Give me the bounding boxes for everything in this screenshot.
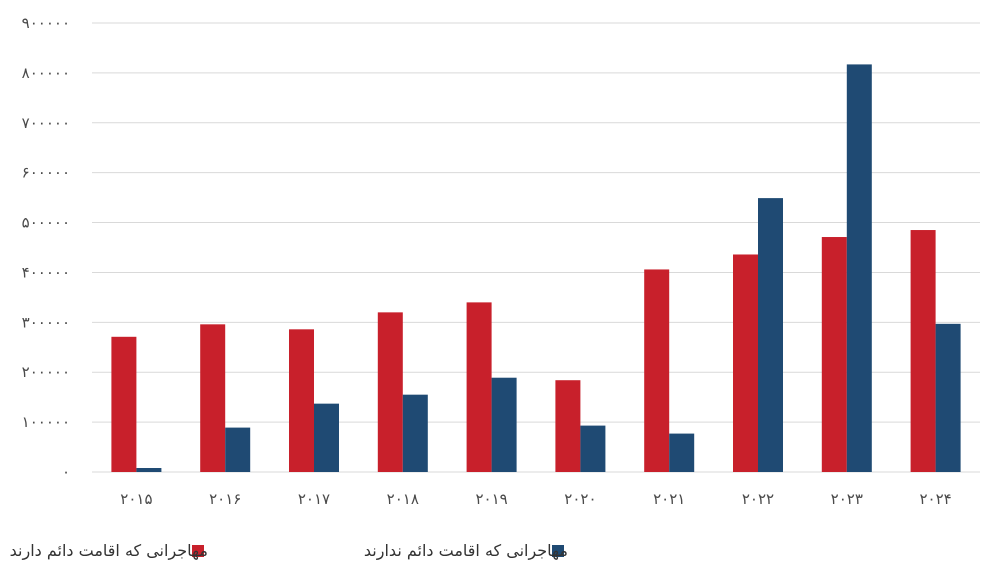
bar-series-1 (289, 329, 314, 472)
x-tick-label: ۲۰۲۲ (742, 490, 774, 508)
bar-series-1 (200, 324, 226, 472)
bar-series-2 (935, 323, 961, 472)
bar-series-2 (669, 433, 695, 472)
y-tick-label: ۴۰۰۰۰۰ (22, 263, 70, 281)
legend-label-series-1: مهاجرانی که اقامت دائم دارند (10, 541, 208, 561)
x-tick-label: ۲۰۲۴ (919, 490, 951, 508)
bar-series-2 (402, 394, 428, 472)
bar-series-2 (758, 198, 783, 473)
bar-series-1 (821, 237, 847, 472)
y-tick-label: ۱۰۰۰۰۰ (22, 413, 70, 431)
x-tick-label: ۲۰۱۸ (387, 490, 419, 508)
x-tick-label: ۲۰۱۹ (475, 490, 507, 508)
bar-series-1 (111, 336, 137, 472)
y-tick-label: ۰ (62, 463, 70, 481)
x-tick-label: ۲۰۱۶ (209, 490, 241, 508)
bar-series-1 (466, 302, 492, 472)
bar-series-2 (225, 427, 251, 472)
x-tick-label: ۲۰۱۵ (120, 490, 152, 508)
bar-series-1 (644, 269, 670, 472)
x-tick-label: ۲۰۱۷ (298, 490, 330, 508)
y-tick-label: ۳۰۰۰۰۰ (22, 313, 70, 331)
bar-series-1 (910, 230, 936, 472)
bar-series-2 (314, 403, 339, 472)
y-tick-label: ۸۰۰۰۰۰ (22, 64, 70, 82)
y-tick-label: ۹۰۰۰۰۰ (22, 14, 70, 32)
bar-series-1 (377, 312, 403, 472)
bar-series-2 (580, 425, 606, 472)
y-tick-label: ۲۰۰۰۰۰ (22, 363, 70, 381)
bar-series-2 (491, 377, 517, 472)
bar-series-2 (136, 468, 162, 472)
bar-series-1 (733, 254, 758, 472)
x-tick-label: ۲۰۲۰ (564, 490, 596, 508)
y-tick-label: ۵۰۰۰۰۰ (22, 214, 70, 232)
legend-label-series-2: مهاجرانی که اقامت دائم ندارند (364, 541, 568, 561)
x-tick-label: ۲۰۲۱ (653, 490, 685, 508)
y-tick-label: ۶۰۰۰۰۰ (22, 164, 70, 182)
x-tick-label: ۲۰۲۳ (831, 490, 863, 508)
bar-series-2 (846, 64, 872, 472)
bar-series-1 (555, 380, 581, 472)
y-tick-label: ۷۰۰۰۰۰ (22, 114, 70, 132)
legend-swatch-series-2 (552, 545, 564, 557)
legend-swatch-series-1 (192, 545, 204, 557)
